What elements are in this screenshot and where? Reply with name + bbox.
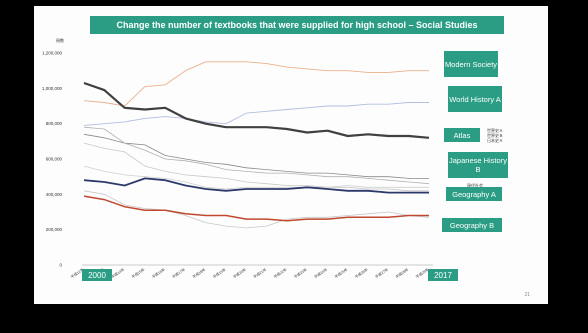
y-tick-label: 400,000 [46,192,63,197]
page-number: 21 [524,292,530,298]
label-end-year: 2017 [428,269,458,281]
series-line-0 [83,61,429,107]
x-tick-label: 平成23年 [293,266,308,279]
label-geography-b: Geography B [442,218,502,232]
series-line-4 [83,126,430,185]
x-tick-label: 平成21年 [252,266,267,279]
label-world-history-a: World History A [448,86,502,112]
line-chart: 0 200,000 400,000 600,000 800,000 1,000,000 1,… [42,51,503,280]
x-tick-label: 平成24年 [313,266,328,279]
y-tick-label: 600,000 [46,157,63,162]
legend-entry: 日本史Ａ [487,137,503,143]
series-line-5 [83,142,429,192]
chart-title: Change the number of textbooks that were… [90,16,504,34]
x-tick-label: 平成22年 [273,266,288,279]
series-line-3 [83,133,429,179]
x-tick-label: 平成17年 [171,266,186,279]
y-tick-label: 1,200,000 [42,51,63,56]
x-tick-label: 平成16年 [151,266,166,279]
y-tick-label: 1,000,000 [42,86,63,91]
x-tick-label: 平成25年 [333,266,348,279]
x-tick-label: 平成20年 [232,266,247,279]
y-unit-label: 冊数 [56,38,64,43]
legend-entry: 世界史Ｂ [487,132,503,138]
label-geography-a: Geography A [446,187,502,201]
series-line-1 [83,102,429,126]
x-tick-label: 平成27年 [374,266,389,279]
slide: Change the number of textbooks that were… [34,6,548,304]
label-start-year: 2000 [82,269,112,281]
legend-entry: 世界史Ａ [487,127,503,133]
x-tick-label: 平成26年 [354,266,369,279]
legend-entry: 現代社会 [467,182,483,188]
y-tick-label: 0 [59,263,62,268]
y-tick-label: 200,000 [46,227,63,232]
series-line-8 [83,190,430,229]
x-tick-label: 平成14年 [110,266,125,279]
label-atlas: Atlas [444,128,480,142]
x-tick-label: 平成15年 [130,266,145,279]
label-japanese-history-b: Japanese History B [448,152,508,178]
label-modern-society: Modern Society [444,51,498,77]
y-tick-label: 800,000 [46,121,63,126]
x-tick-label: 平成19年 [212,266,227,279]
series-line-9 [83,195,429,222]
series-line-2 [83,81,430,139]
series-line-7 [83,177,429,194]
x-tick-label: 平成28年 [394,266,409,279]
x-tick-label: 平成18年 [191,266,206,279]
series-line-6 [83,165,429,190]
